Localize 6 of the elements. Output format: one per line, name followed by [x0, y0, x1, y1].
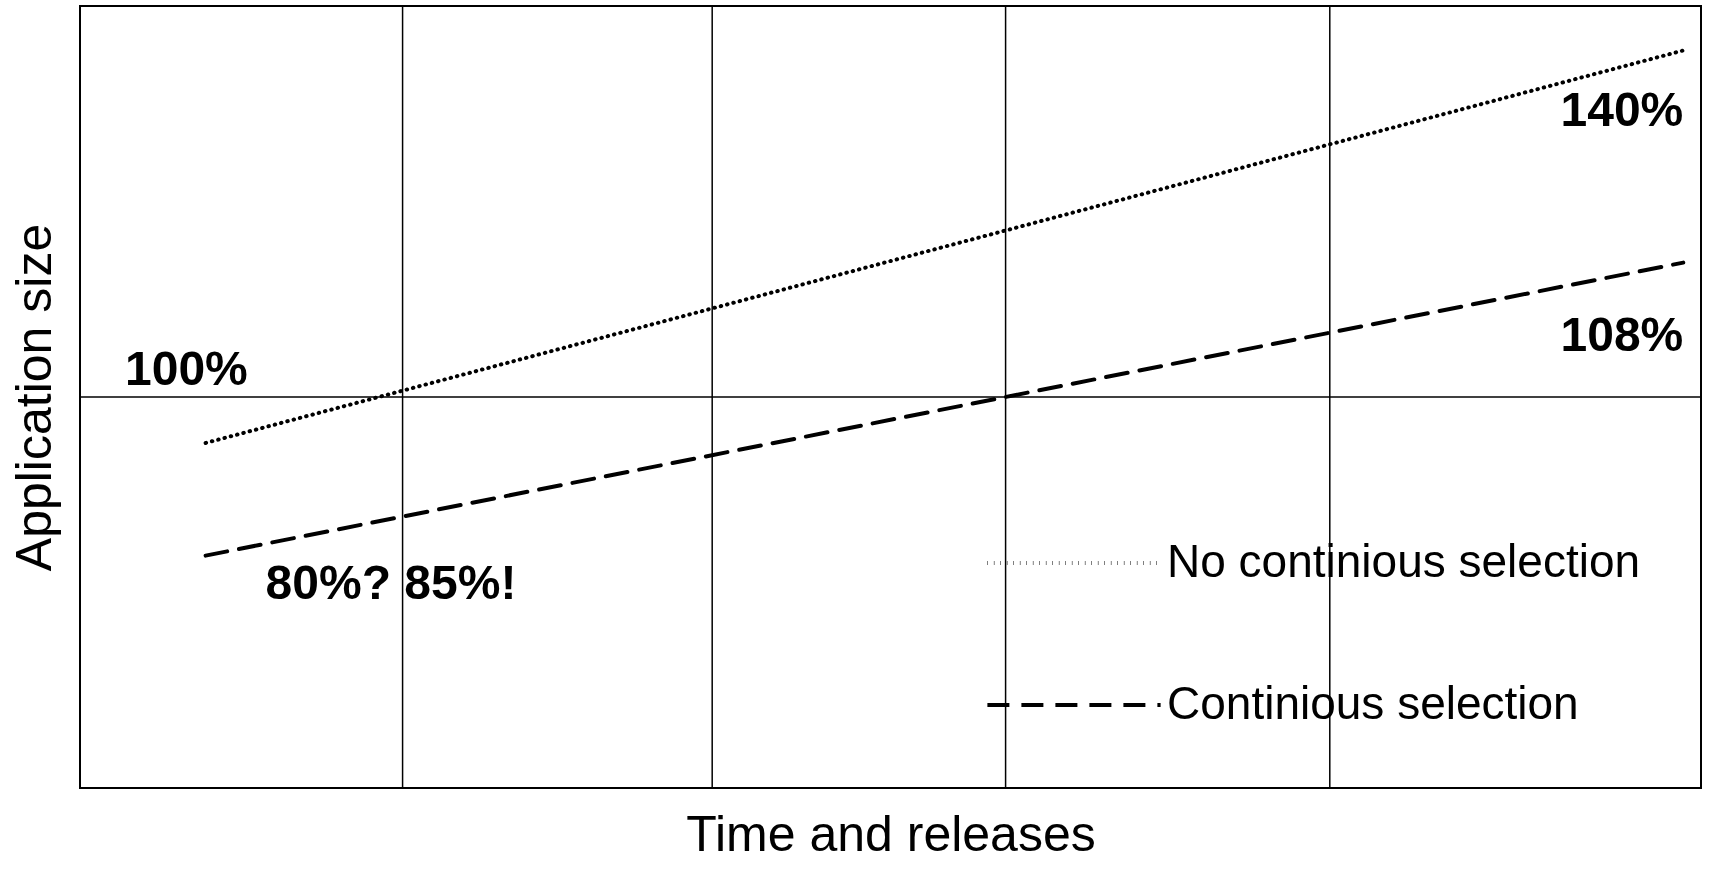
annotation: 108% [1560, 307, 1684, 361]
x-axis-title: Time and releases [686, 805, 1096, 862]
annotation: 80%? 85%! [265, 555, 517, 609]
annotation: 100% [125, 342, 248, 395]
annotation: 140% [1560, 83, 1684, 137]
y-axis-title: Application size [5, 223, 62, 572]
